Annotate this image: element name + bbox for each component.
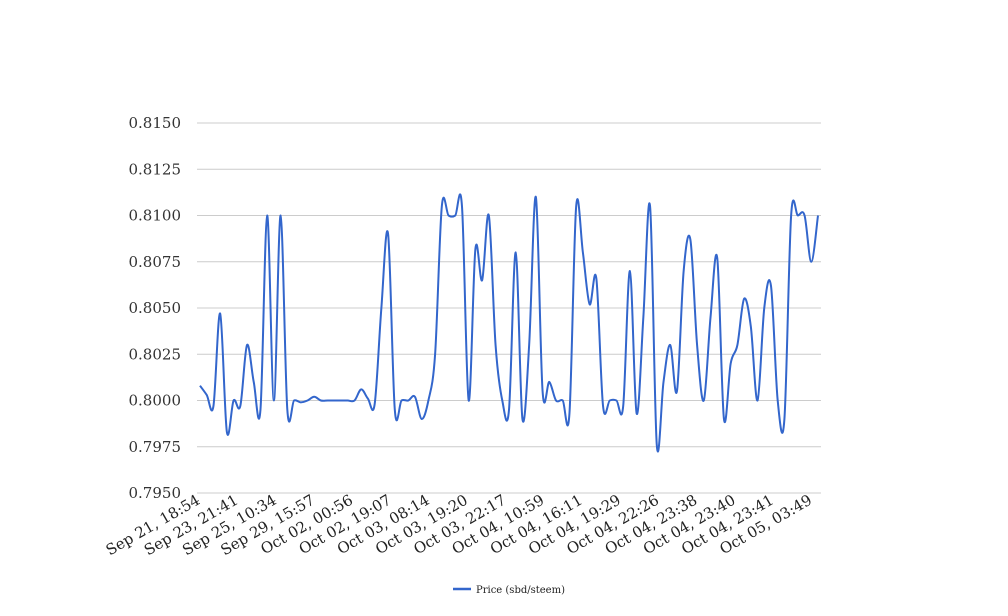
y-tick-label: 0.8075 — [129, 253, 182, 271]
y-tick-label: 0.7975 — [129, 438, 182, 456]
legend-label: Price (sbd/steem) — [476, 585, 565, 596]
series-line-price — [199, 193, 819, 453]
y-tick-label: 0.8100 — [129, 207, 182, 225]
gridlines — [197, 122, 821, 494]
y-tick-label: 0.8050 — [129, 299, 182, 317]
y-tick-label: 0.8125 — [129, 160, 182, 178]
series-lines — [199, 193, 819, 453]
legend: Price (sbd/steem) — [453, 585, 565, 596]
y-tick-label: 0.8150 — [129, 114, 182, 132]
y-tick-label: 0.8000 — [129, 392, 182, 410]
y-tick-label: 0.8025 — [129, 345, 182, 363]
y-axis-ticks: 0.7950 0.7975 0.8000 0.8025 0.8050 0.8075 0.81… — [129, 114, 182, 502]
y-tick-label: 0.7950 — [129, 484, 182, 502]
